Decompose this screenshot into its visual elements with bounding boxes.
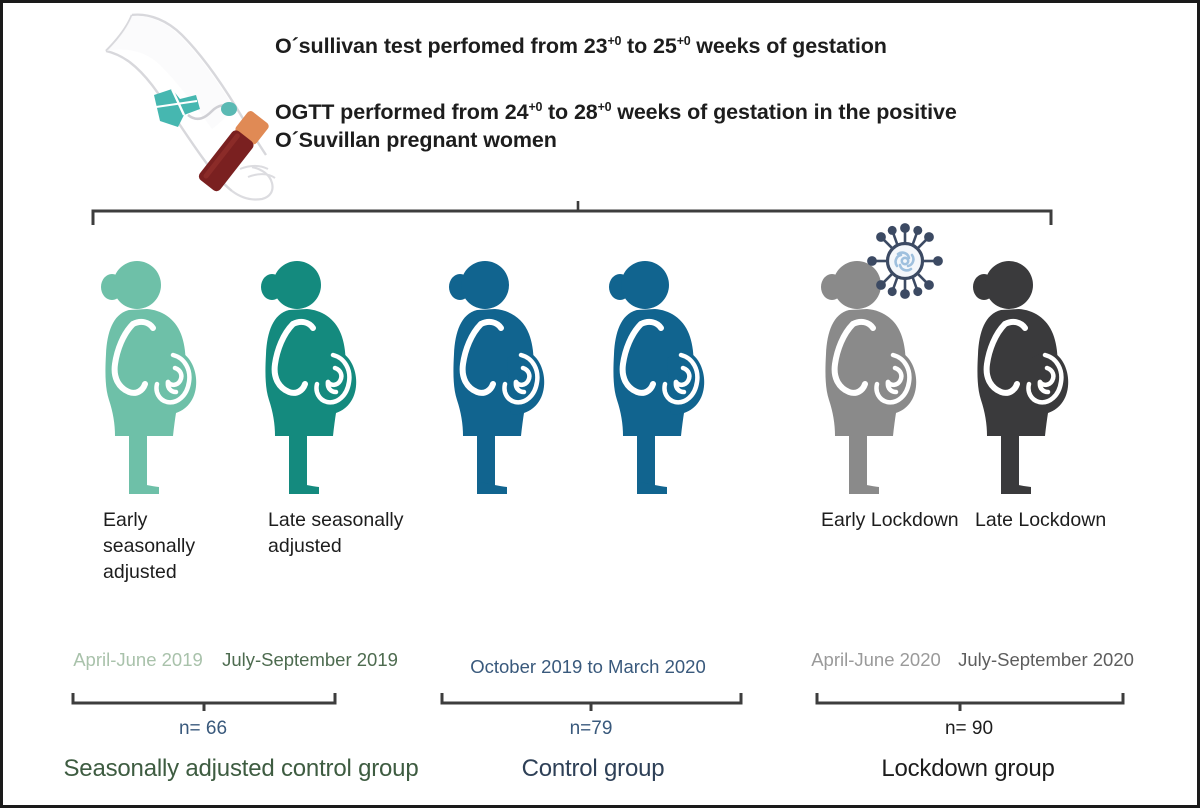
- pregnant-woman-icon-late-lockdown: [961, 258, 1093, 498]
- caption-late-lockdown: Late Lockdown: [975, 508, 1125, 534]
- period-label-ld-early: April-June 2020: [811, 649, 941, 670]
- period-label-sa-early: April-June 2019: [73, 649, 203, 670]
- ogtt-sup-2: +0: [597, 100, 612, 115]
- group-title-lockdown: Lockdown group: [881, 755, 1055, 782]
- caption-late-seasonally-adjusted: Late seasonally adjusted: [268, 508, 408, 560]
- osullivan-line-pre: O´sullivan test perfomed from 23: [275, 34, 608, 59]
- group-title-seasonally-adjusted: Seasonally adjusted control group: [63, 755, 419, 782]
- count-lockdown: n= 90: [944, 718, 994, 739]
- caption-line: Early seasonally adjusted: [103, 509, 196, 583]
- coronavirus-icon: [865, 221, 945, 301]
- period-label-control: October 2019 to March 2020: [470, 656, 706, 677]
- pregnant-woman-icon-early-seasonally-adjusted: [89, 258, 221, 498]
- osullivan-sup-1: +0: [607, 34, 622, 48]
- osullivan-test-line: O´sullivan test perfomed from 23+0 to 25…: [275, 33, 1105, 61]
- top-timeline-bracket: [91, 201, 1053, 227]
- blood-collection-tube: [198, 111, 269, 192]
- osullivan-sup-2: +0: [676, 34, 691, 48]
- count-seasonally-adjusted: n= 66: [178, 718, 228, 739]
- ogtt-line-continued: O´Suvillan pregnant women: [275, 128, 557, 153]
- header-text-block: O´sullivan test perfomed from 23+0 to 25…: [275, 33, 1105, 155]
- period-label-sa-late: July-September 2019: [222, 649, 398, 670]
- bracket-seasonally-adjusted-group: [71, 691, 337, 713]
- pregnant-woman-icon-control-first: [437, 258, 569, 498]
- needle-hub: [154, 88, 200, 127]
- caption-line: Early Lockdown: [821, 509, 959, 531]
- ogtt-line-mid: to 28: [542, 100, 598, 125]
- osullivan-line-post: weeks of gestation: [690, 34, 887, 59]
- caption-early-seasonally-adjusted: Early seasonally adjusted: [103, 508, 243, 586]
- bracket-lockdown-group: [815, 691, 1125, 713]
- caption-early-lockdown: Early Lockdown: [821, 508, 971, 534]
- pregnant-woman-icon-early-lockdown: [809, 258, 941, 498]
- ogtt-line-pre: OGTT performed from 24: [275, 100, 529, 125]
- ogtt-sup-1: +0: [528, 100, 543, 115]
- ogtt-line-post: weeks of gestation in the positive: [611, 100, 957, 125]
- group-title-control: Control group: [521, 755, 665, 782]
- period-label-ld-late: July-September 2020: [958, 649, 1134, 670]
- blood-draw-arm-icon: [98, 11, 283, 206]
- pregnant-woman-icon-control-second: [597, 258, 729, 498]
- osullivan-line-mid: to 25: [621, 34, 677, 59]
- count-control: n=79: [569, 718, 613, 739]
- ogtt-line: OGTT performed from 24+0 to 28+0 weeks o…: [275, 99, 1105, 155]
- caption-line: Late seasonally adjusted: [268, 509, 404, 557]
- caption-line: Late Lockdown: [975, 509, 1107, 531]
- pregnant-woman-icon-late-seasonally-adjusted: [249, 258, 381, 498]
- bracket-control-group: [440, 691, 743, 713]
